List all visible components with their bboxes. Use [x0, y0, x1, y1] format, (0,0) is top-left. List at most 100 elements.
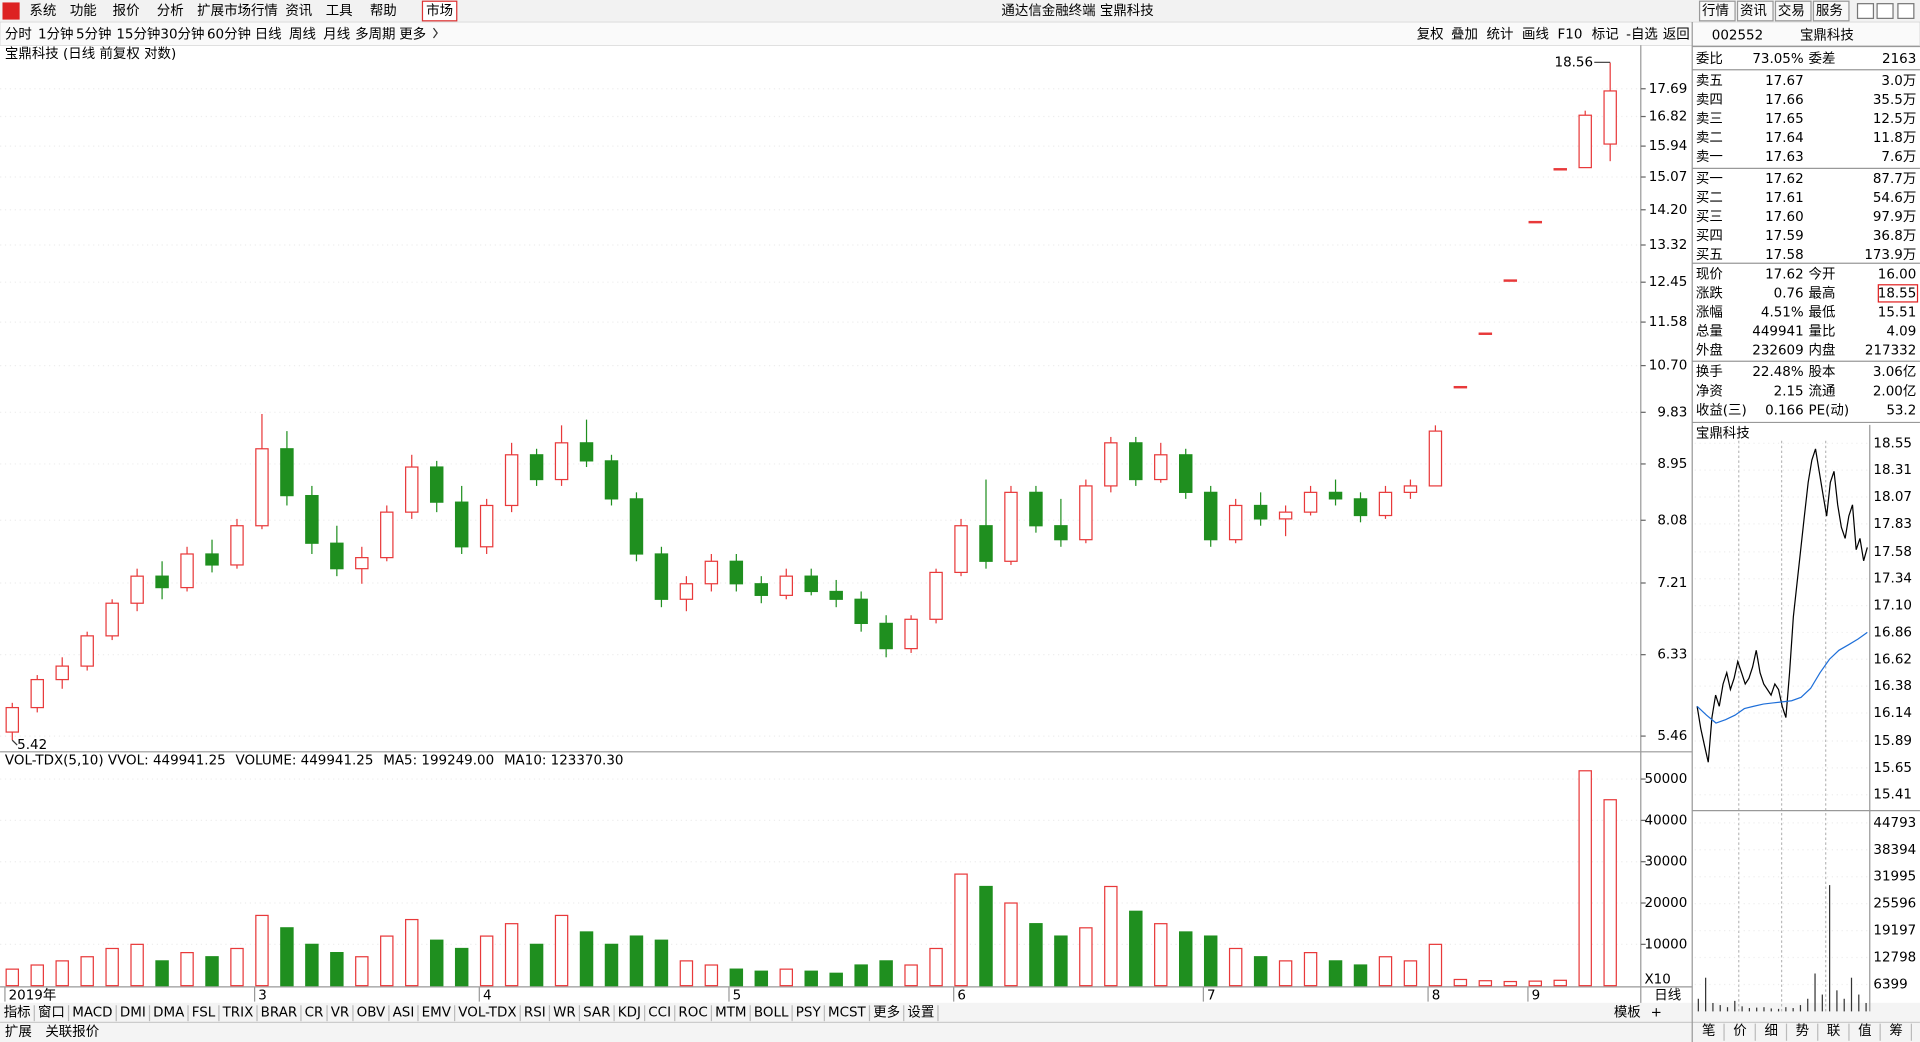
top-button[interactable]: 行情: [1702, 3, 1729, 19]
tool-button[interactable]: 统计: [1487, 26, 1514, 42]
indicator-tab[interactable]: ASI: [393, 1006, 415, 1021]
indicator-tab[interactable]: VOL-TDX: [458, 1006, 516, 1021]
volume-bar: [1228, 947, 1243, 987]
top-button-box[interactable]: [1774, 0, 1812, 22]
period-tab[interactable]: 月线: [323, 26, 350, 42]
indicator-tab[interactable]: 窗口: [38, 1004, 65, 1021]
period-tab[interactable]: 周线: [289, 26, 316, 42]
bottom-tab[interactable]: 势: [1796, 1023, 1809, 1039]
tool-button[interactable]: 返回: [1663, 26, 1690, 42]
window-control[interactable]: [1856, 3, 1875, 19]
book-price: 17.67: [1765, 74, 1804, 89]
volume-bar: [1029, 923, 1043, 987]
candle-body: [380, 511, 394, 559]
top-button[interactable]: 服务: [1816, 3, 1843, 19]
menu-item[interactable]: 报价: [113, 3, 140, 19]
book-price: 17.63: [1765, 150, 1804, 165]
indicator-tab[interactable]: CCI: [648, 1006, 671, 1021]
indicator-tab[interactable]: SAR: [583, 1006, 610, 1021]
indicator-tab[interactable]: EMV: [422, 1006, 452, 1021]
status-item[interactable]: 关联报价: [45, 1024, 99, 1040]
market-tab-box[interactable]: [421, 0, 458, 22]
status-item[interactable]: 扩展: [5, 1024, 32, 1040]
top-button[interactable]: 交易: [1778, 2, 1805, 19]
menu-item[interactable]: 扩展市场行情: [197, 2, 278, 19]
candle-body: [1129, 442, 1143, 481]
market-tab[interactable]: 市场: [426, 2, 453, 19]
indicator-tab[interactable]: PSY: [796, 1006, 822, 1021]
window-control[interactable]: [1897, 3, 1915, 19]
tool-button[interactable]: 叠加: [1451, 26, 1478, 42]
indicator-tab[interactable]: 更多: [873, 1004, 900, 1021]
indicator-tab[interactable]: 设置: [907, 1005, 934, 1021]
indicator-tab[interactable]: RSI: [524, 1006, 546, 1021]
template-button[interactable]: 模板: [1614, 1005, 1641, 1021]
indicator-tab[interactable]: ROC: [678, 1006, 707, 1021]
period-tab[interactable]: 日线: [255, 26, 282, 42]
indicator-tab[interactable]: MCST: [828, 1006, 867, 1021]
volume-bar: [1428, 943, 1443, 987]
bottom-tab[interactable]: 价: [1733, 1024, 1747, 1039]
period-tab[interactable]: 1分钟: [38, 25, 73, 42]
period-tab[interactable]: 多周期: [355, 25, 395, 42]
menu-item[interactable]: 工具: [326, 4, 353, 19]
tool-button[interactable]: -自选: [1626, 26, 1658, 42]
period-tab[interactable]: 更多: [399, 25, 426, 42]
indicator-tab[interactable]: CR: [305, 1006, 324, 1021]
volume-bar: [1054, 935, 1068, 987]
candle-body: [754, 583, 769, 596]
indicator-tab[interactable]: BRAR: [261, 1006, 298, 1021]
y-tick-label: 8.08: [1657, 513, 1687, 528]
candle-body: [979, 525, 993, 562]
menu-item[interactable]: 系统: [29, 3, 56, 19]
indicator-tab[interactable]: BOLL: [754, 1006, 789, 1021]
bottom-tab[interactable]: 细: [1764, 1023, 1777, 1039]
bottom-tab[interactable]: 值: [1858, 1023, 1871, 1039]
top-button-box[interactable]: [1812, 0, 1850, 22]
period-tab[interactable]: 分时: [5, 26, 32, 42]
tool-button[interactable]: 标记: [1592, 26, 1619, 42]
bottom-tab[interactable]: 联: [1827, 1023, 1840, 1039]
period-tab[interactable]: 15分钟: [116, 25, 160, 42]
candle-body: [1203, 491, 1218, 541]
indicator-tab[interactable]: FSL: [192, 1006, 216, 1021]
candle-body: [1179, 454, 1193, 493]
indicator-tab[interactable]: 指标: [4, 1005, 31, 1021]
tool-button[interactable]: F10: [1558, 27, 1583, 42]
bottom-tab[interactable]: 笔: [1702, 1023, 1715, 1039]
period-tab[interactable]: 30分钟: [160, 25, 204, 42]
menu-item[interactable]: 分析: [157, 3, 184, 19]
top-button-box[interactable]: [1736, 0, 1774, 22]
tool-button[interactable]: 画线: [1522, 26, 1549, 42]
y-tick-label: 8.95: [1657, 457, 1687, 472]
indicator-tab[interactable]: MTM: [715, 1006, 746, 1021]
period-tab[interactable]: 60分钟: [207, 25, 251, 42]
indicator-tab[interactable]: VR: [331, 1006, 350, 1021]
bottom-tab[interactable]: 筹: [1889, 1022, 1902, 1039]
indicator-tab[interactable]: KDJ: [618, 1006, 641, 1021]
y-tick-label: 18.31: [1873, 463, 1912, 478]
candle-body: [205, 553, 219, 566]
menu-item[interactable]: 帮助: [370, 3, 397, 19]
y-tick-label: 12798: [1873, 951, 1916, 966]
menu-item[interactable]: 功能: [70, 3, 97, 19]
indicator-tab[interactable]: DMI: [120, 1006, 146, 1021]
tool-button[interactable]: 复权: [1417, 25, 1444, 42]
period-tab[interactable]: 5分钟: [76, 25, 111, 42]
indicator-tab[interactable]: TRIX: [222, 1006, 254, 1021]
indicator-tab[interactable]: WR: [553, 1006, 576, 1021]
y-tick-label: 17.69: [1649, 82, 1688, 97]
indicator-tab[interactable]: DMA: [153, 1006, 185, 1021]
indicator-tab[interactable]: MACD: [72, 1006, 112, 1021]
stock-code: 002552: [1712, 29, 1763, 44]
top-button[interactable]: 资讯: [1740, 3, 1767, 19]
candle-body: [1054, 525, 1068, 541]
plus-button[interactable]: +: [1651, 1006, 1662, 1021]
indicator-tab[interactable]: OBV: [357, 1006, 386, 1021]
candle-body: [954, 525, 968, 574]
window-control[interactable]: [1876, 3, 1894, 19]
candle-body: [330, 542, 344, 570]
top-button-box[interactable]: [1698, 0, 1736, 22]
menu-item[interactable]: 资讯: [285, 3, 312, 19]
period-label[interactable]: 日线: [1654, 987, 1681, 1003]
